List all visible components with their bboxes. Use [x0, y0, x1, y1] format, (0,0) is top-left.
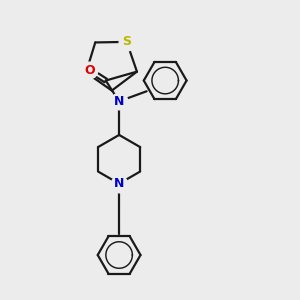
Text: O: O [84, 64, 95, 76]
Text: N: N [114, 95, 124, 108]
Text: S: S [122, 35, 131, 48]
Text: N: N [114, 177, 124, 190]
